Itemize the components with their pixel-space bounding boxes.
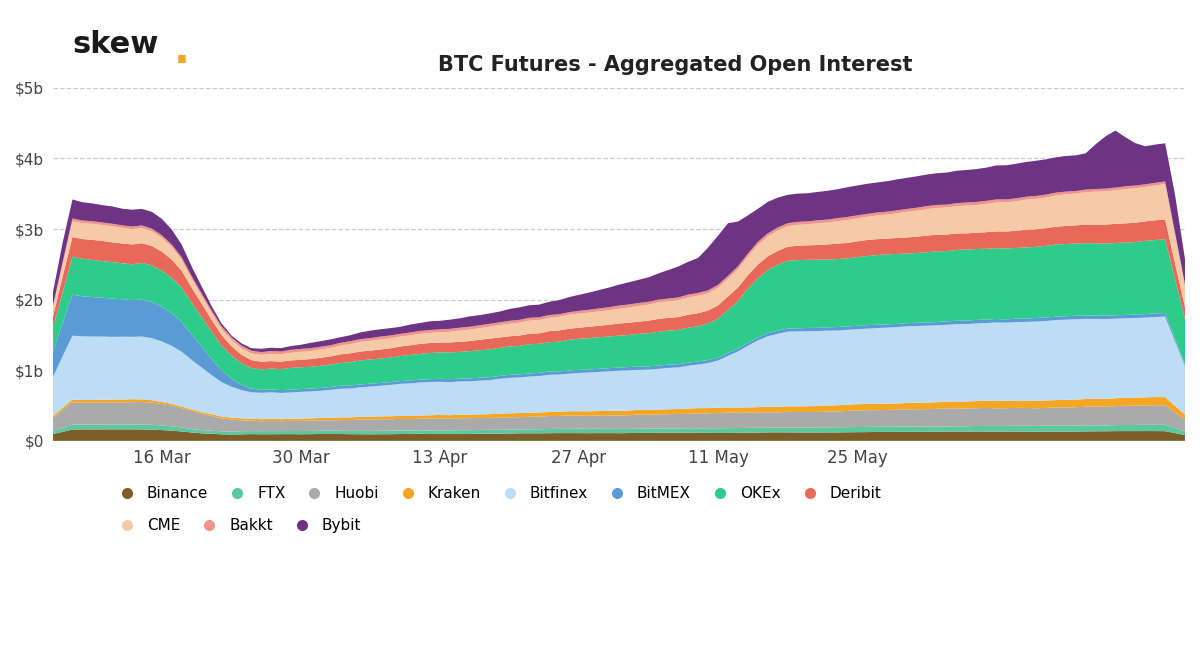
Title: BTC Futures - Aggregated Open Interest: BTC Futures - Aggregated Open Interest — [438, 55, 913, 75]
Text: .: . — [174, 30, 190, 72]
Text: skew: skew — [72, 30, 158, 59]
Legend: CME, Bakkt, Bybit: CME, Bakkt, Bybit — [106, 512, 367, 539]
